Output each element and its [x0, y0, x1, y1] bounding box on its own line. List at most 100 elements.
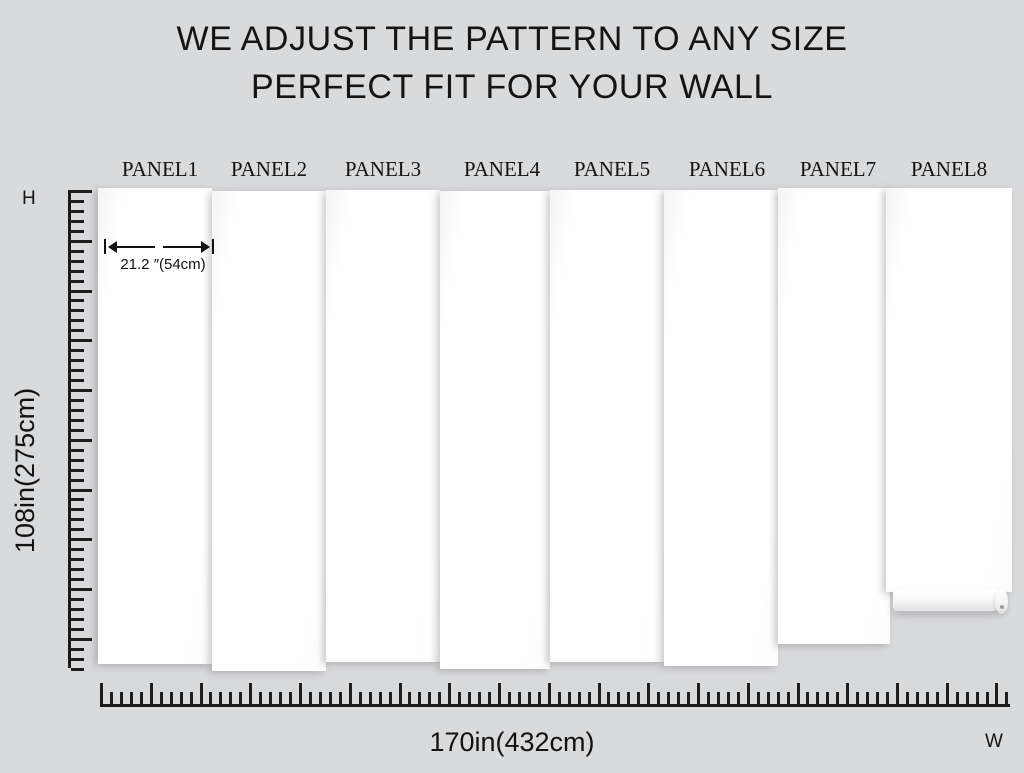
- panel-label-7: PANEL7: [799, 157, 877, 181]
- horizontal-ruler-tick: [866, 692, 869, 704]
- horizontal-ruler-tick: [995, 683, 998, 704]
- headline-line-1: WE ADJUST THE PATTERN TO ANY SIZE: [176, 20, 848, 58]
- horizontal-ruler-spine: [100, 704, 1010, 707]
- horizontal-ruler-tick: [926, 692, 929, 704]
- wallpaper-panel: [778, 188, 890, 644]
- horizontal-ruler-tick: [826, 692, 829, 704]
- vertical-ruler-tick: [71, 210, 84, 213]
- wallpaper-panel: [212, 191, 326, 671]
- wallpaper-roll: [893, 588, 1001, 611]
- horizontal-ruler-tick: [239, 692, 242, 704]
- horizontal-ruler-tick: [259, 692, 262, 704]
- panel-label-8: PANEL8: [910, 157, 988, 181]
- vertical-ruler-spine: [68, 190, 71, 668]
- vertical-ruler-tick: [71, 588, 92, 591]
- panel-label-6: PANEL6: [688, 157, 766, 181]
- horizontal-ruler-tick: [697, 683, 700, 704]
- horizontal-ruler-tick: [627, 692, 630, 704]
- vertical-ruler-tick: [71, 479, 84, 482]
- vertical-ruler-tick: [71, 648, 84, 651]
- horizontal-ruler-tick: [607, 692, 610, 704]
- vertical-ruler-tick: [71, 429, 84, 432]
- horizontal-ruler-tick: [369, 692, 372, 704]
- horizontal-ruler-tick: [747, 683, 750, 704]
- height-axis-letter: H: [22, 188, 36, 209]
- horizontal-ruler-tick: [279, 692, 282, 704]
- panel-width-annotation: 21.2 ″(54cm): [104, 239, 214, 273]
- vertical-ruler-tick: [71, 528, 84, 531]
- horizontal-ruler-tick: [219, 692, 222, 704]
- horizontal-ruler-tick: [687, 692, 690, 704]
- horizontal-ruler-tick: [428, 692, 431, 704]
- horizontal-ruler-tick: [359, 692, 362, 704]
- vertical-ruler-tick: [71, 369, 84, 372]
- vertical-ruler-tick: [71, 309, 84, 312]
- vertical-ruler-tick: [71, 469, 84, 472]
- horizontal-ruler-tick: [249, 683, 252, 704]
- vertical-ruler-tick: [71, 618, 84, 621]
- horizontal-ruler-tick: [120, 692, 123, 704]
- horizontal-ruler-tick: [896, 683, 899, 704]
- horizontal-ruler-tick: [1005, 692, 1008, 704]
- vertical-ruler-tick: [71, 598, 84, 601]
- horizontal-ruler-tick: [578, 692, 581, 704]
- horizontal-ruler-tick: [190, 692, 193, 704]
- horizontal-ruler-tick: [498, 683, 501, 704]
- vertical-ruler-tick: [71, 379, 84, 382]
- horizontal-ruler-tick: [438, 692, 441, 704]
- horizontal-ruler-tick: [150, 683, 153, 704]
- horizontal-ruler-tick: [299, 683, 302, 704]
- horizontal-ruler-tick: [707, 692, 710, 704]
- horizontal-ruler-tick: [309, 692, 312, 704]
- horizontal-ruler-tick: [200, 683, 203, 704]
- vertical-ruler-tick: [71, 518, 84, 521]
- height-dimension-label: 108in(275cm): [10, 387, 40, 553]
- vertical-ruler-tick: [71, 190, 92, 193]
- vertical-ruler-tick: [71, 399, 84, 402]
- vertical-ruler-tick: [71, 260, 84, 263]
- horizontal-ruler-tick: [180, 692, 183, 704]
- panel-sheen: [98, 188, 212, 664]
- horizontal-ruler-tick: [876, 692, 879, 704]
- vertical-ruler-tick: [71, 548, 84, 551]
- horizontal-ruler-tick: [966, 692, 969, 704]
- horizontal-ruler-tick: [767, 692, 770, 704]
- horizontal-ruler-tick: [289, 692, 292, 704]
- vertical-ruler-tick: [71, 250, 84, 253]
- horizontal-ruler-tick: [657, 692, 660, 704]
- panel-label-4: PANEL4: [463, 157, 541, 181]
- horizontal-ruler-tick: [399, 683, 402, 704]
- horizontal-ruler-tick: [468, 692, 471, 704]
- vertical-ruler-tick: [71, 508, 84, 511]
- width-axis-letter: W: [985, 731, 1003, 752]
- horizontal-ruler-tick: [886, 692, 889, 704]
- horizontal-ruler-tick: [727, 692, 730, 704]
- horizontal-ruler-tick: [737, 692, 740, 704]
- horizontal-ruler-tick: [528, 692, 531, 704]
- horizontal-ruler-tick: [936, 692, 939, 704]
- horizontal-ruler-tick: [856, 692, 859, 704]
- vertical-ruler-tick: [71, 299, 84, 302]
- horizontal-ruler-tick: [389, 692, 392, 704]
- horizontal-ruler-tick: [588, 692, 591, 704]
- panel-sheen: [778, 188, 890, 644]
- vertical-ruler-tick: [71, 568, 84, 571]
- arrow-head-left-icon: [108, 240, 117, 253]
- arrow-shaft-left: [115, 246, 155, 248]
- horizontal-ruler-tick: [568, 692, 571, 704]
- horizontal-ruler-tick: [906, 692, 909, 704]
- vertical-ruler-tick: [71, 349, 84, 352]
- horizontal-ruler-tick: [846, 683, 849, 704]
- horizontal-ruler-tick: [339, 692, 342, 704]
- wallpaper-panel: [664, 190, 778, 666]
- horizontal-ruler-tick: [717, 692, 720, 704]
- vertical-ruler-tick: [71, 658, 84, 661]
- wallpaper-panel: [98, 188, 212, 664]
- wallpaper-panel: [550, 190, 664, 662]
- vertical-ruler-tick: [71, 558, 84, 561]
- panel-sheen: [664, 190, 778, 666]
- horizontal-ruler-tick: [787, 692, 790, 704]
- arrow-shaft-right: [163, 246, 203, 248]
- panel-width-text: 21.2 ″(54cm): [120, 256, 206, 273]
- wallpaper-panel: [886, 188, 1012, 592]
